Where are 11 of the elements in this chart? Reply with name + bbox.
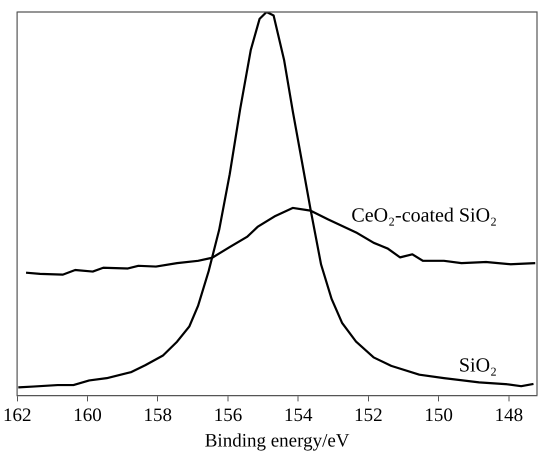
series-label: CeO₂-coated SiO₂ bbox=[351, 204, 497, 227]
x-tick-label: 150 bbox=[424, 404, 453, 426]
x-tick-label: 158 bbox=[143, 404, 172, 426]
x-tick-label: 152 bbox=[354, 404, 383, 426]
x-tick-label: 148 bbox=[494, 404, 524, 426]
x-tick-label: 160 bbox=[73, 404, 102, 426]
x-tick-label: 156 bbox=[214, 404, 242, 426]
x-axis-title: Binding energy/eV bbox=[204, 430, 350, 452]
x-tick-label: 162 bbox=[3, 404, 32, 426]
x-tick-label: 154 bbox=[284, 404, 313, 426]
series-label: SiO₂ bbox=[458, 354, 497, 377]
